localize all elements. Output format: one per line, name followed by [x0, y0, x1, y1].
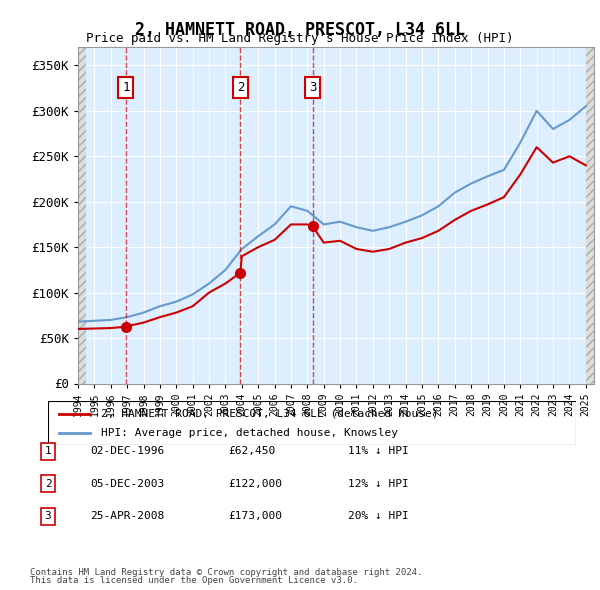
Text: £122,000: £122,000: [228, 479, 282, 489]
Text: 3: 3: [44, 512, 52, 521]
Bar: [78, 47, 86, 384]
Text: 2: 2: [44, 479, 52, 489]
Text: £62,450: £62,450: [228, 447, 275, 456]
Text: 05-DEC-2003: 05-DEC-2003: [90, 479, 164, 489]
Text: 20% ↓ HPI: 20% ↓ HPI: [348, 512, 409, 521]
Text: 2: 2: [237, 81, 244, 94]
Text: 3: 3: [309, 81, 316, 94]
Text: 2, HAMNETT ROAD, PRESCOT, L34 6LL (detached house): 2, HAMNETT ROAD, PRESCOT, L34 6LL (detac…: [101, 409, 438, 418]
Text: Contains HM Land Registry data © Crown copyright and database right 2024.: Contains HM Land Registry data © Crown c…: [30, 568, 422, 577]
Text: 11% ↓ HPI: 11% ↓ HPI: [348, 447, 409, 456]
Text: 1: 1: [122, 81, 130, 94]
Text: 2, HAMNETT ROAD, PRESCOT, L34 6LL: 2, HAMNETT ROAD, PRESCOT, L34 6LL: [135, 21, 465, 39]
Text: HPI: Average price, detached house, Knowsley: HPI: Average price, detached house, Know…: [101, 428, 398, 438]
Text: 02-DEC-1996: 02-DEC-1996: [90, 447, 164, 456]
Text: 12% ↓ HPI: 12% ↓ HPI: [348, 479, 409, 489]
Text: 25-APR-2008: 25-APR-2008: [90, 512, 164, 521]
Text: £173,000: £173,000: [228, 512, 282, 521]
Text: 1: 1: [44, 447, 52, 456]
Text: This data is licensed under the Open Government Licence v3.0.: This data is licensed under the Open Gov…: [30, 576, 358, 585]
Bar: [78, 47, 86, 384]
Bar: [586, 47, 594, 384]
Text: Price paid vs. HM Land Registry's House Price Index (HPI): Price paid vs. HM Land Registry's House …: [86, 32, 514, 45]
